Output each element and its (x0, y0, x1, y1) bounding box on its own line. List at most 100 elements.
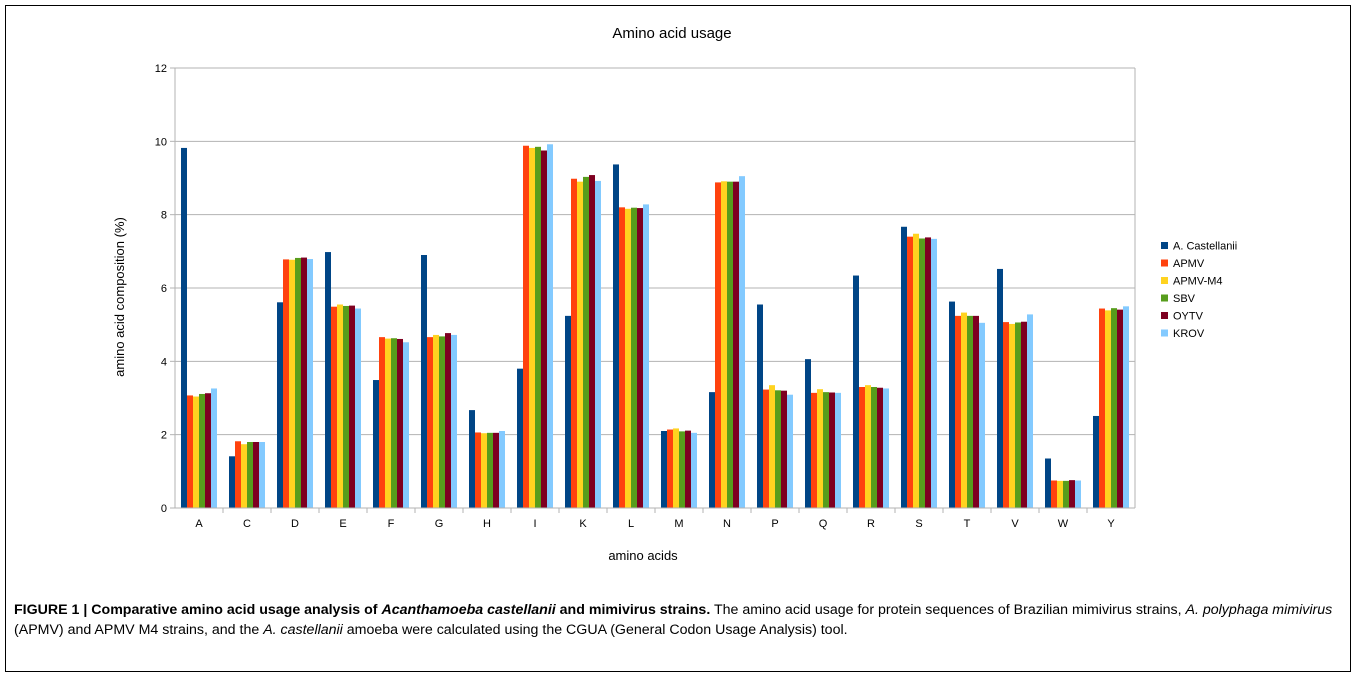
y-tick-label: 6 (161, 283, 167, 295)
caption-bold-tail: and mimivirus strains. (555, 602, 711, 618)
legend-label: APMV-M4 (1173, 276, 1223, 288)
bar (307, 259, 313, 508)
bar (1027, 314, 1033, 508)
bar (769, 385, 775, 508)
caption-text-2: (APMV) and APMV M4 strains, and the (14, 622, 264, 638)
bar (865, 385, 871, 508)
bar (997, 268, 1003, 508)
bar (775, 390, 781, 508)
bar (487, 432, 493, 508)
bar (859, 387, 865, 508)
bar (973, 315, 979, 508)
bar (931, 238, 937, 508)
legend-swatch (1161, 277, 1168, 284)
bar (205, 393, 211, 508)
bar (691, 432, 697, 508)
bar (727, 181, 733, 508)
x-tick-label: T (964, 518, 971, 530)
y-tick-label: 12 (155, 63, 167, 75)
legend-label: A. Castellanii (1173, 241, 1237, 253)
bar (715, 182, 721, 508)
x-tick-label: H (483, 518, 491, 530)
bar (919, 238, 925, 508)
x-axis-label: amino acids (608, 548, 678, 563)
bar (193, 396, 199, 508)
bar (241, 444, 247, 508)
bar (571, 178, 577, 508)
x-tick-label: F (388, 518, 395, 530)
bar (1057, 480, 1063, 508)
bars (181, 144, 1129, 509)
bar (235, 441, 241, 508)
bar (427, 337, 433, 508)
bar (523, 145, 529, 508)
bar (679, 431, 685, 508)
bar (517, 368, 523, 508)
x-tick-label: L (628, 518, 634, 530)
bar (853, 275, 859, 508)
bar (901, 226, 907, 508)
bar (331, 306, 337, 508)
x-tick-label: W (1058, 518, 1069, 530)
bar (637, 208, 643, 509)
bar (181, 147, 187, 508)
bar (709, 392, 715, 508)
bar (811, 392, 817, 508)
bar-chart: 0 2 4 6 8 10 12 A C D E F G H I K L M N P Q R S T V W Y Amino acid… (112, 25, 1237, 563)
bar (1117, 309, 1123, 508)
bar (1045, 458, 1051, 508)
x-tick-label: D (291, 518, 299, 530)
bar (643, 204, 649, 508)
bar (1021, 321, 1027, 508)
caption-text-1: The amino acid usage for protein sequenc… (710, 602, 1186, 618)
bar (499, 431, 505, 508)
bar (529, 147, 535, 508)
y-axis-label: amino acid composition (%) (112, 217, 127, 377)
legend-swatch (1161, 329, 1168, 337)
bar (781, 390, 787, 508)
bar (1009, 323, 1015, 508)
bar (295, 257, 301, 508)
bar (481, 433, 487, 508)
bar (187, 395, 193, 508)
caption-italic-2: A. castellanii (263, 622, 343, 638)
figure-caption: FIGURE 1 | Comparative amino acid usage … (14, 600, 1334, 640)
bar (1093, 415, 1099, 508)
caption-bold-italic: Acanthamoeba castellanii (381, 602, 556, 618)
bar (535, 146, 541, 509)
legend-swatch (1161, 312, 1168, 319)
bar (391, 338, 397, 508)
bar (613, 164, 619, 508)
bar (547, 144, 553, 508)
bar (739, 176, 745, 508)
bar (967, 315, 973, 508)
bar (325, 252, 331, 508)
x-tick-label: I (533, 518, 536, 530)
x-tick-label: Y (1107, 518, 1115, 530)
y-tick-label: 0 (161, 503, 167, 515)
bar (277, 302, 283, 508)
caption-bold-lead: FIGURE 1 | Comparative amino acid usage … (14, 602, 382, 618)
bar (541, 150, 547, 508)
bar (817, 389, 823, 508)
bar (835, 392, 841, 508)
bar (763, 389, 769, 508)
x-tick-label: A (195, 518, 203, 530)
bar (913, 233, 919, 508)
bar (493, 432, 499, 508)
bar (1111, 308, 1117, 508)
bar (589, 175, 595, 509)
bar (397, 338, 403, 508)
bar (379, 337, 385, 508)
legend-swatch (1161, 294, 1168, 302)
x-tick-label: G (435, 518, 444, 530)
y-tick-label: 10 (155, 136, 167, 148)
bar (925, 237, 931, 508)
y-tick-label: 2 (161, 430, 167, 442)
bar (439, 336, 445, 508)
bar (403, 342, 409, 508)
grid-lines (175, 67, 1135, 509)
legend-label: KROV (1173, 328, 1205, 340)
bar (1015, 322, 1021, 508)
bar (301, 257, 307, 508)
